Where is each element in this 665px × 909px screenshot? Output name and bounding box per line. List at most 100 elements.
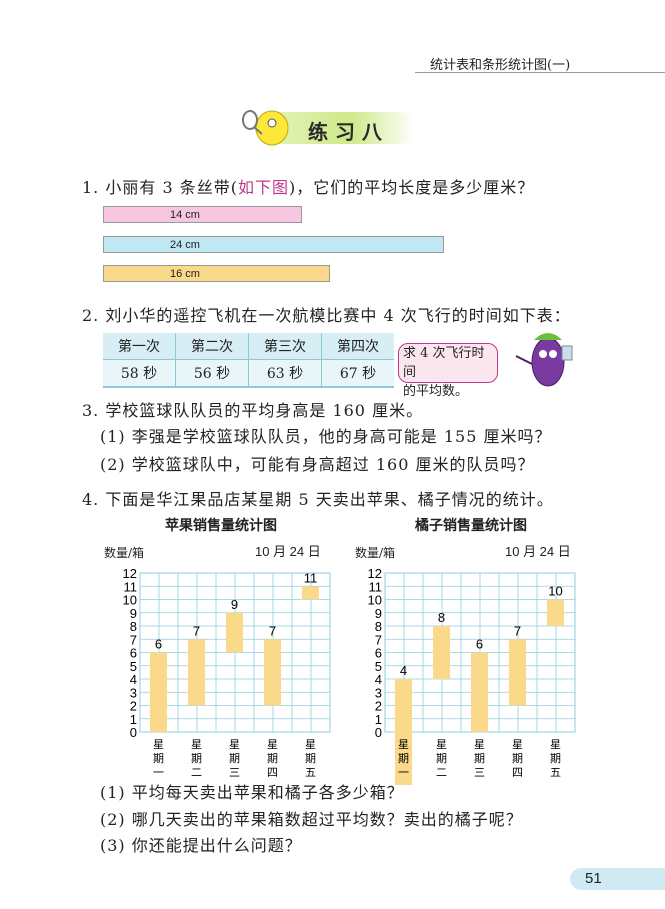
x-tick-label: 星 [305, 738, 316, 751]
question-3: 3. 学校篮球队队员的平均身高是 160 厘米。 [82, 401, 424, 420]
y-tick-label: 5 [130, 659, 137, 674]
section-header: 统计表和条形统计图(一) [430, 58, 571, 73]
table-header: 第三次 [248, 333, 322, 360]
apple-chart-date: 10 月 24 日 [255, 544, 321, 559]
y-tick-label: 1 [130, 712, 137, 727]
y-tick-label: 1 [375, 712, 382, 727]
ribbon-2: 24 cm [103, 236, 444, 253]
speech-bubble: 求 4 次飞行时间 的平均数。 [398, 343, 498, 399]
bar [471, 652, 488, 732]
bar [188, 639, 205, 706]
x-tick-label: 期 [305, 752, 316, 765]
apple-chart-ylabel: 数量/箱 [104, 546, 145, 560]
bar [264, 639, 281, 706]
y-tick-label: 7 [130, 632, 137, 647]
x-tick-label: 期 [191, 752, 202, 765]
x-tick-label: 一 [153, 766, 164, 779]
chick-mascot-icon [242, 110, 289, 146]
x-tick-label: 期 [474, 752, 485, 765]
x-tick-label: 星 [398, 738, 409, 751]
table-header: 第四次 [321, 333, 394, 360]
x-tick-label: 三 [474, 766, 485, 779]
x-tick-label: 一 [398, 766, 409, 779]
data-label: 6 [476, 637, 483, 652]
exercise-title: 练 习 八 [308, 120, 382, 144]
data-label: 7 [193, 623, 200, 638]
bar [433, 626, 450, 679]
data-label: 7 [514, 623, 521, 638]
bar [395, 679, 412, 785]
flight-time-table: 第一次 第二次 第三次 第四次 58 秒 56 秒 63 秒 67 秒 [103, 333, 394, 388]
bar [509, 639, 526, 706]
data-label: 8 [438, 610, 445, 625]
question-4: 4. 下面是华江果品店某星期 5 天卖出苹果、橘子情况的统计。 [82, 490, 554, 509]
orange-chart-ylabel: 数量/箱 [355, 546, 396, 560]
question-4-part-3: (3) 你还能提出什么问题？ [100, 836, 302, 855]
x-tick-label: 期 [436, 752, 447, 765]
y-tick-label: 11 [124, 579, 138, 594]
question-1: 1. 小丽有 3 条丝带(如下图)，它们的平均长度是多少厘米？ [82, 178, 535, 197]
table-header: 第二次 [175, 333, 249, 360]
eggplant-mascot-icon [515, 333, 573, 387]
data-label: 11 [304, 570, 318, 585]
x-tick-label: 三 [229, 766, 240, 779]
y-tick-label: 6 [375, 646, 382, 661]
bar [547, 599, 564, 626]
y-tick-label: 10 [123, 593, 137, 608]
data-label: 7 [269, 623, 276, 638]
x-tick-label: 星 [191, 738, 202, 751]
y-tick-label: 8 [130, 619, 137, 634]
x-tick-label: 星 [436, 738, 447, 751]
data-label: 9 [231, 597, 238, 612]
x-tick-label: 二 [436, 766, 447, 779]
apple-chart-title: 苹果销售量统计图 [165, 518, 277, 534]
header-divider [415, 72, 665, 73]
bar [150, 652, 167, 732]
question-3-part-2: (2) 学校篮球队中，可能有身高超过 160 厘米的队员吗？ [100, 455, 535, 474]
y-tick-label: 12 [368, 566, 382, 581]
y-tick-label: 11 [369, 579, 383, 594]
x-tick-label: 星 [153, 738, 164, 751]
data-label: 4 [400, 663, 407, 678]
y-tick-label: 3 [375, 685, 382, 700]
table-cell: 56 秒 [175, 359, 249, 388]
x-tick-label: 四 [512, 766, 523, 779]
x-tick-label: 期 [153, 752, 164, 765]
page-number: 51 [585, 870, 602, 887]
page-number-tab [570, 868, 665, 890]
y-tick-label: 9 [130, 606, 137, 621]
y-tick-label: 8 [375, 619, 382, 634]
y-tick-label: 0 [375, 725, 382, 740]
y-tick-label: 4 [130, 672, 137, 687]
x-tick-label: 五 [305, 766, 316, 779]
y-tick-label: 2 [130, 699, 137, 714]
x-tick-label: 期 [267, 752, 278, 765]
ribbon-1: 14 cm [103, 206, 302, 223]
question-3-part-1: (1) 李强是学校篮球队队员，他的身高可能是 155 厘米吗？ [100, 427, 552, 446]
data-label: 10 [548, 584, 562, 599]
x-tick-label: 星 [512, 738, 523, 751]
x-tick-label: 星 [474, 738, 485, 751]
ribbon-3: 16 cm [103, 265, 331, 282]
x-tick-label: 期 [398, 752, 409, 765]
bar [302, 586, 319, 600]
question-4-part-1: (1) 平均每天卖出苹果和橘子各多少箱？ [100, 783, 404, 802]
question-2: 2. 刘小华的遥控飞机在一次航模比赛中 4 次飞行的时间如下表： [82, 306, 571, 325]
x-tick-label: 星 [550, 738, 561, 751]
table-cell: 63 秒 [248, 359, 322, 388]
data-label: 6 [155, 637, 162, 652]
table-cell: 67 秒 [321, 359, 394, 388]
y-tick-label: 10 [368, 593, 382, 608]
orange-chart-title: 橘子销售量统计图 [415, 518, 527, 534]
table-header: 第一次 [103, 333, 176, 360]
x-tick-label: 期 [550, 752, 561, 765]
table-cell: 58 秒 [103, 359, 176, 388]
question-4-part-2: (2) 哪几天卖出的苹果箱数超过平均数？卖出的橘子呢？ [100, 810, 523, 829]
y-tick-label: 5 [375, 659, 382, 674]
x-tick-label: 期 [229, 752, 240, 765]
y-tick-label: 4 [375, 672, 382, 687]
x-tick-label: 五 [550, 766, 561, 779]
